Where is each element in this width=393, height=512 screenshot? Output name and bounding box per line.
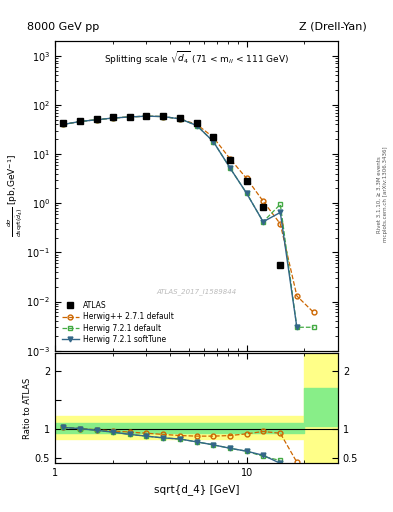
- Y-axis label: Ratio to ATLAS: Ratio to ATLAS: [23, 378, 32, 439]
- Y-axis label: $\frac{d\sigma}{d\mathrm{sqrt}(\tilde{d}_4)}$ [pb,GeV$^{-1}$]: $\frac{d\sigma}{d\mathrm{sqrt}(\tilde{d}…: [6, 154, 25, 238]
- Text: Splitting scale $\sqrt{d_4}$ (71 < m$_{ll}$ < 111 GeV): Splitting scale $\sqrt{d_4}$ (71 < m$_{l…: [104, 50, 289, 67]
- Legend: ATLAS, Herwig++ 2.7.1 default, Herwig 7.2.1 default, Herwig 7.2.1 softTune: ATLAS, Herwig++ 2.7.1 default, Herwig 7.…: [59, 298, 176, 347]
- X-axis label: sqrt{d_4} [GeV]: sqrt{d_4} [GeV]: [154, 484, 239, 495]
- Text: 8000 GeV pp: 8000 GeV pp: [27, 22, 99, 32]
- Text: mcplots.cern.ch [arXiv:1306.3436]: mcplots.cern.ch [arXiv:1306.3436]: [383, 147, 387, 242]
- Text: Z (Drell-Yan): Z (Drell-Yan): [299, 22, 366, 32]
- Text: Rivet 3.1.10, ≥ 3.3M events: Rivet 3.1.10, ≥ 3.3M events: [377, 156, 382, 233]
- Text: ATLAS_2017_I1589844: ATLAS_2017_I1589844: [156, 288, 237, 295]
